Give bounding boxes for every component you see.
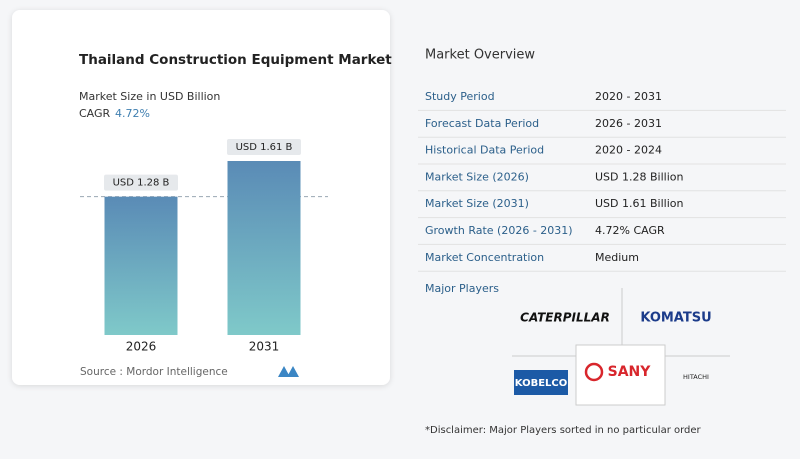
cagr-label: CAGR xyxy=(79,107,111,120)
x-tick-label: 2026 xyxy=(126,340,157,354)
value-label: USD 1.28 B xyxy=(113,178,170,189)
player-logo: CATERPILLAR xyxy=(520,311,610,325)
player-logo: KOBELCO xyxy=(515,378,567,389)
value-label: USD 1.61 B xyxy=(236,142,293,153)
logo-icon xyxy=(584,362,604,382)
player-logo: KOMATSU xyxy=(640,311,711,326)
row-label: Growth Rate (2026 - 2031) xyxy=(425,224,573,237)
source-logo xyxy=(278,366,299,377)
row-label: Forecast Data Period xyxy=(425,117,539,130)
x-tick-label: 2031 xyxy=(249,340,280,354)
cagr-value: 4.72% xyxy=(115,107,150,120)
row-value: USD 1.61 Billion xyxy=(595,197,683,210)
player-logo: HITACHI xyxy=(683,373,709,381)
players-title: Major Players xyxy=(425,282,499,295)
disclaimer: *Disclaimer: Major Players sorted in no … xyxy=(425,425,702,436)
row-value: 2026 - 2031 xyxy=(595,117,662,130)
row-label: Historical Data Period xyxy=(425,144,544,157)
player-logo: SANY xyxy=(608,364,652,380)
row-value: 4.72% CAGR xyxy=(595,224,665,237)
logo-box xyxy=(575,344,666,406)
overview-title: Market Overview xyxy=(425,48,535,63)
row-value: USD 1.28 Billion xyxy=(595,170,683,183)
row-label: Study Period xyxy=(425,90,495,103)
logo-bg xyxy=(514,370,568,395)
value-label-bg xyxy=(227,139,301,155)
row-label: Market Concentration xyxy=(425,251,544,264)
row-label: Market Size (2031) xyxy=(425,197,529,210)
bar xyxy=(104,196,178,335)
bar xyxy=(227,161,301,335)
row-value: 2020 - 2031 xyxy=(595,90,662,103)
row-value: Medium xyxy=(595,251,639,264)
chart-subtitle: Market Size in USD Billion xyxy=(79,90,220,103)
row-label: Market Size (2026) xyxy=(425,170,529,183)
chart-title: Thailand Construction Equipment Market xyxy=(79,52,392,68)
value-label-bg xyxy=(104,174,178,191)
source: Source : Mordor Intelligence xyxy=(80,366,228,378)
row-value: 2020 - 2024 xyxy=(595,144,662,157)
